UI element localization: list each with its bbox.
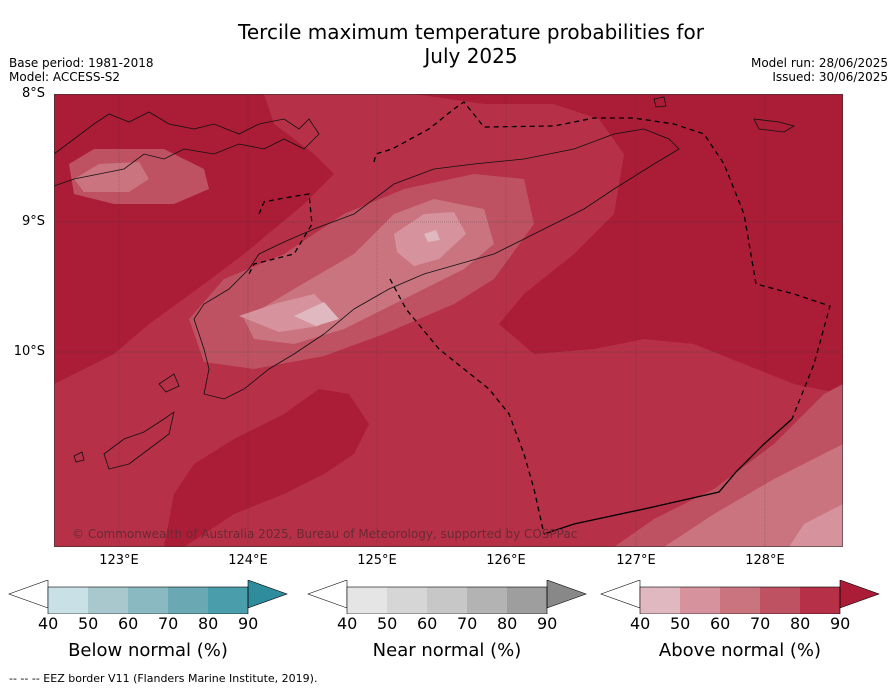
- colorbar-below-tick-70: 70: [158, 614, 179, 633]
- colorbars: [8, 580, 880, 614]
- colorbar-above-tick-80: 80: [790, 614, 811, 633]
- colorbar-below-tick-80: 80: [198, 614, 219, 633]
- colorbar-above-tick-40: 40: [630, 614, 651, 633]
- base-period-text: Base period: 1981-2018: [9, 56, 154, 70]
- colorbar-above-label: Above normal (%): [658, 640, 822, 661]
- colorbar-above-normal-swatch-60-70: [720, 587, 760, 614]
- coastlines: [54, 96, 796, 470]
- colorbar-near-normal-swatch-60-70: [427, 587, 467, 614]
- chart-title: Tercile maximum temperature probabilitie…: [0, 20, 896, 68]
- probability-map: [54, 94, 843, 547]
- colorbar-near-tick-90: 90: [537, 614, 558, 633]
- colorbar-near-tick-50: 50: [377, 614, 398, 633]
- colorbar-above-normal-swatch-70-80: [760, 587, 800, 614]
- colorbar-near-tick-60: 60: [417, 614, 438, 633]
- colorbar-below-normal-right-arrow: [247, 580, 288, 609]
- eez-footnote: -- -- -- EEZ border V11 (Flanders Marine…: [9, 672, 318, 685]
- lon-label-126e: 126°E: [486, 553, 526, 568]
- model-run-text: Model run: 28/06/2025: [750, 56, 888, 70]
- colorbar-above-normal-swatch-40-50: [640, 587, 680, 614]
- colorbar-near-normal-swatch-80-90: [507, 587, 547, 614]
- colorbar-above-normal-right-arrow: [839, 580, 880, 609]
- colorbar-below-normal: [8, 580, 288, 614]
- region-above-90-south: [164, 389, 369, 547]
- colorbar-above-tick-60: 60: [710, 614, 731, 633]
- region-40-50-a: [294, 302, 339, 326]
- colorbar-above-normal-left-arrow: [600, 580, 641, 609]
- copyright-text: © Commonwealth of Australia 2025, Bureau…: [72, 527, 578, 541]
- colorbar-below-tick-60: 60: [118, 614, 139, 633]
- eez-border-solid: [543, 418, 793, 535]
- region-above-90-northeast: [414, 94, 843, 394]
- lon-label-128e: 128°E: [745, 553, 785, 568]
- colorbar-near-tick-70: 70: [457, 614, 478, 633]
- lon-label-127e: 127°E: [616, 553, 656, 568]
- region-60-70-southeast: [664, 444, 843, 547]
- colorbar-below-tick-90: 90: [238, 614, 259, 633]
- colorbar-above-normal-swatch-80-90: [800, 587, 840, 614]
- colorbar-above-tick-50: 50: [670, 614, 691, 633]
- gridlines: [54, 94, 843, 547]
- lat-label-10s: 10°S: [13, 344, 45, 359]
- colorbar-near-normal-swatch-50-60: [387, 587, 427, 614]
- colorbar-near-normal-left-arrow: [307, 580, 348, 609]
- colorbar-below-normal-swatch-50-60: [88, 587, 128, 614]
- region-60-70-upper-left: [74, 162, 149, 192]
- colorbar-near-tick-80: 80: [497, 614, 518, 633]
- coastline-rote-savu: [103, 411, 175, 470]
- region-50-60-central-a: [239, 294, 329, 332]
- colorbar-below-tick-40: 40: [38, 614, 59, 633]
- colorbar-near-normal: [307, 580, 587, 614]
- colorbar-below-normal-left-arrow: [8, 580, 49, 609]
- lat-label-8s: 8°S: [21, 86, 45, 101]
- lat-label-9s: 9°S: [21, 214, 45, 229]
- colorbar-below-normal-swatch-40-50: [48, 587, 88, 614]
- colorbar-above-normal-swatch-50-60: [680, 587, 720, 614]
- map-frame: [54, 94, 843, 547]
- colorbar-near-normal-swatch-40-50: [347, 587, 387, 614]
- lon-label-124e: 124°E: [228, 553, 268, 568]
- colorbar-below-normal-swatch-60-70: [128, 587, 168, 614]
- colorbar-near-label: Near normal (%): [372, 640, 522, 661]
- lon-label-123e: 123°E: [99, 553, 139, 568]
- lon-label-125e: 125°E: [357, 553, 397, 568]
- meta-right: Model run: 28/06/2025 Issued: 30/06/2025: [751, 56, 888, 84]
- colorbar-below-normal-frame: [47, 586, 249, 614]
- eez-border-west: [248, 193, 313, 275]
- colorbar-above-normal-frame: [639, 586, 841, 614]
- colorbar-below-normal-swatch-80-90: [208, 587, 248, 614]
- colorbar-below-normal-swatch-70-80: [168, 587, 208, 614]
- title-line-2: July 2025: [424, 44, 518, 68]
- colorbar-near-normal-frame: [346, 586, 548, 614]
- eez-border: [248, 101, 831, 535]
- meta-left: Base period: 1981-2018 Model: ACCESS-S2: [9, 56, 154, 84]
- colorbar-above-tick-70: 70: [750, 614, 771, 633]
- colorbar-near-normal-right-arrow: [546, 580, 587, 609]
- colorbar-below-tick-50: 50: [78, 614, 99, 633]
- colorbar-above-normal: [600, 580, 880, 614]
- colorbar-below-label: Below normal (%): [68, 640, 228, 661]
- coastline-flores-alor: [54, 111, 320, 187]
- title-line-1: Tercile maximum temperature probabilitie…: [238, 20, 704, 44]
- region-50-60-southeast: [789, 504, 843, 547]
- coastline-timor: [193, 128, 680, 400]
- issued-text: Issued: 30/06/2025: [772, 70, 888, 84]
- model-text: Model: ACCESS-S2: [9, 70, 121, 84]
- colorbar-near-normal-swatch-70-80: [467, 587, 507, 614]
- region-40-50-b: [424, 230, 440, 242]
- coastline-small-islands: [73, 96, 796, 463]
- colorbar-near-tick-40: 40: [337, 614, 358, 633]
- eez-border-north: [373, 101, 831, 420]
- colorbar-above-tick-90: 90: [830, 614, 851, 633]
